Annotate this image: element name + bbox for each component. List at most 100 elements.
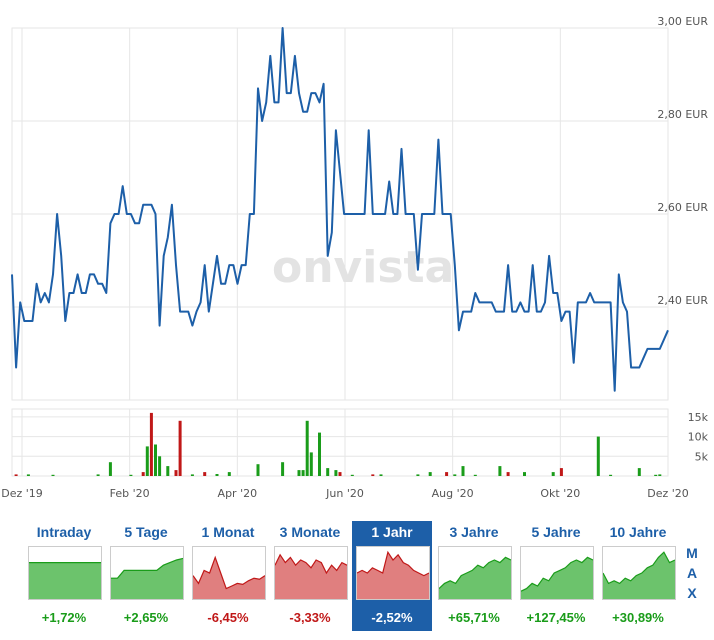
sparkline-line (192, 555, 266, 590)
sparkline-area (357, 552, 429, 599)
max-letter: M (686, 545, 698, 561)
period-change: -3,33% (289, 610, 331, 625)
period-label: 5 Tage (124, 524, 168, 540)
volume-bar (338, 472, 342, 476)
chart-grid (11, 27, 669, 401)
time-tick-label: Okt '20 (540, 487, 580, 500)
volume-bar (108, 462, 112, 476)
period-sparkline (110, 546, 184, 600)
period-label: Intraday (36, 524, 92, 540)
volume-tick-label: 10k (688, 431, 709, 444)
sparkline-line (356, 550, 430, 577)
period-intraday[interactable]: Intraday +1,72% (24, 521, 104, 631)
volume-tick-label: 15k (688, 411, 709, 424)
volume-bar (227, 472, 231, 476)
volume-bar (428, 472, 432, 476)
period-label: 10 Jahre (609, 524, 667, 540)
period-5-jahre[interactable]: 5 Jahre +127,45% (516, 521, 596, 631)
period-change: +65,71% (448, 610, 500, 625)
period-change: -6,45% (207, 610, 249, 625)
volume-bar (281, 462, 285, 476)
sparkline-area (521, 557, 593, 599)
volume-bar (371, 474, 375, 476)
price-tick-label: 3,00 EUR (657, 15, 708, 28)
volume-bar (445, 472, 449, 476)
period-10-jahre[interactable]: 10 Jahre +30,89% (598, 521, 678, 631)
time-tick-label: Feb '20 (110, 487, 150, 500)
volume-bar (215, 474, 219, 476)
period-change: +1,72% (41, 610, 87, 625)
period-change: +30,89% (612, 610, 664, 625)
period-change: +127,45% (526, 610, 586, 625)
watermark: onvista (272, 242, 454, 293)
max-letter: A (686, 565, 698, 581)
sparkline-graphic (192, 555, 266, 599)
sparkline-area (193, 557, 265, 599)
sparkline-line (520, 556, 594, 592)
price-series-line (11, 27, 669, 392)
period-1-jahr[interactable]: 1 Jahr -2,52% (352, 521, 432, 631)
volume-bar (596, 436, 600, 476)
volume-bar (154, 444, 157, 476)
period-3-jahre[interactable]: 3 Jahre +65,71% (434, 521, 514, 631)
volume-bar (301, 470, 305, 476)
volume-bar (51, 474, 55, 476)
period-label: 5 Jahre (531, 524, 581, 540)
volume-bar (297, 470, 301, 476)
period-max[interactable]: M A X (684, 543, 700, 603)
volume-bar (14, 474, 18, 476)
sparkline-graphic (29, 562, 101, 599)
price-axis-labels: 3,00 EUR 2,80 EUR 2,60 EUR 2,40 EUR (657, 15, 708, 307)
period-5-tage[interactable]: 5 Tage +2,65% (106, 521, 186, 631)
volume-bars (14, 412, 662, 476)
period-label: 1 Jahr (371, 524, 413, 540)
volume-bar (609, 474, 613, 476)
period-label: 3 Monate (279, 524, 341, 540)
period-1-monat[interactable]: 1 Monat -6,45% (188, 521, 268, 631)
volume-bar (379, 474, 383, 476)
volume-bar (129, 474, 133, 476)
period-sparkline (520, 546, 594, 600)
sparkline-area (111, 558, 183, 599)
volume-bar (96, 474, 100, 476)
volume-bar (461, 466, 465, 476)
time-tick-label: Jun '20 (325, 487, 364, 500)
price-chart[interactable]: onvista 3,00 EUR 2,80 EUR 2,60 EUR 2,40 EUR… (0, 0, 714, 510)
volume-bar (158, 456, 162, 476)
sparkline-graphic (111, 557, 184, 599)
volume-bar (473, 474, 477, 476)
volume-bar (149, 412, 153, 476)
time-tick-label: Apr '20 (218, 487, 258, 500)
volume-bar (26, 474, 30, 476)
volume-bar (654, 474, 658, 476)
volume-bar (305, 420, 309, 476)
period-sparkline (438, 546, 512, 600)
time-tick-label: Dez '19 (1, 487, 43, 500)
volume-bar (318, 432, 321, 476)
sparkline-graphic (520, 556, 594, 599)
period-sparkline (28, 546, 102, 600)
volume-bar (506, 472, 510, 476)
volume-bar (190, 474, 194, 476)
volume-bar (551, 472, 555, 476)
period-sparkline (602, 546, 676, 600)
price-line (11, 27, 669, 392)
time-tick-label: Dez '20 (647, 487, 689, 500)
volume-bar (334, 470, 338, 476)
period-sparkline (356, 546, 430, 600)
period-3-monate[interactable]: 3 Monate -3,33% (270, 521, 350, 631)
volume-bar (174, 470, 178, 476)
volume-bar (256, 464, 260, 476)
sparkline-line (274, 553, 348, 575)
volume-bar (559, 468, 563, 476)
period-label: 3 Jahre (449, 524, 499, 540)
volume-bar (145, 446, 149, 476)
volume-bar (523, 472, 526, 476)
period-change: +2,65% (123, 610, 169, 625)
sparkline-graphic (438, 556, 512, 599)
volume-bar (141, 472, 145, 476)
sparkline-line (438, 556, 512, 590)
max-letter: X (687, 585, 697, 601)
volume-bar (350, 474, 354, 476)
price-tick-label: 2,40 EUR (657, 294, 708, 307)
